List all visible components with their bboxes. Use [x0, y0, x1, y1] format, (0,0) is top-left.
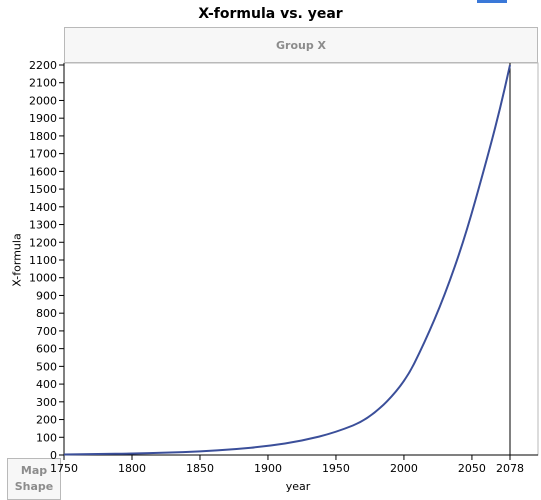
y-tick-label: 1000 [29, 272, 57, 285]
x-ticks: 1750 1800 1850 1900 1950 2000 2050 [50, 455, 486, 475]
y-tick-label: 600 [36, 343, 57, 356]
y-tick-label: 1100 [29, 254, 57, 267]
y-tick-label: 1200 [29, 236, 57, 249]
y-tick-label: 0 [50, 449, 57, 462]
group-x-drop-zone[interactable]: Group X [64, 27, 538, 63]
y-ticks: 0 100 200 300 400 500 600 700 800 900 1000 1100 1200… [29, 59, 64, 462]
x-tick-label: 1900 [254, 462, 282, 475]
y-tick-label: 700 [36, 325, 57, 338]
y-tick-label: 2200 [29, 59, 57, 72]
y-tick-label: 1600 [29, 165, 57, 178]
y-tick-label: 300 [36, 396, 57, 409]
x-tick-label: 2000 [390, 462, 418, 475]
y-tick-label: 1400 [29, 201, 57, 214]
map-shape-label-line1: Map [20, 464, 48, 477]
y-tick-label: 2000 [29, 94, 57, 107]
y-tick-label: 900 [36, 289, 57, 302]
map-shape-label-line2: Shape [14, 480, 54, 493]
y-tick-label: 1800 [29, 130, 57, 143]
y-tick-label: 800 [36, 307, 57, 320]
x-tick-label: 2050 [458, 462, 486, 475]
plot-frame [63, 62, 539, 456]
x-tick-label: 1950 [322, 462, 350, 475]
selection-tab-indicator [477, 0, 507, 3]
x-tick-label: 1750 [50, 462, 78, 475]
y-tick-label: 500 [36, 360, 57, 373]
y-tick-label: 2100 [29, 77, 57, 90]
x-tick-label: 1800 [118, 462, 146, 475]
y-tick-label: 100 [36, 431, 57, 444]
y-tick-label: 1700 [29, 148, 57, 161]
y-tick-label: 1300 [29, 219, 57, 232]
y-tick-label: 400 [36, 378, 57, 391]
y-tick-label: 1500 [29, 183, 57, 196]
x-axis-label: year [285, 480, 311, 493]
x-tick-label: 1850 [186, 462, 214, 475]
chart-title: X-formula vs. year [198, 6, 343, 22]
y-tick-label: 1900 [29, 112, 57, 125]
reference-line-label: 2078 [496, 462, 524, 475]
series-line[interactable] [63, 64, 511, 456]
group-x-label: Group X [275, 38, 327, 52]
y-tick-label: 200 [36, 414, 57, 427]
